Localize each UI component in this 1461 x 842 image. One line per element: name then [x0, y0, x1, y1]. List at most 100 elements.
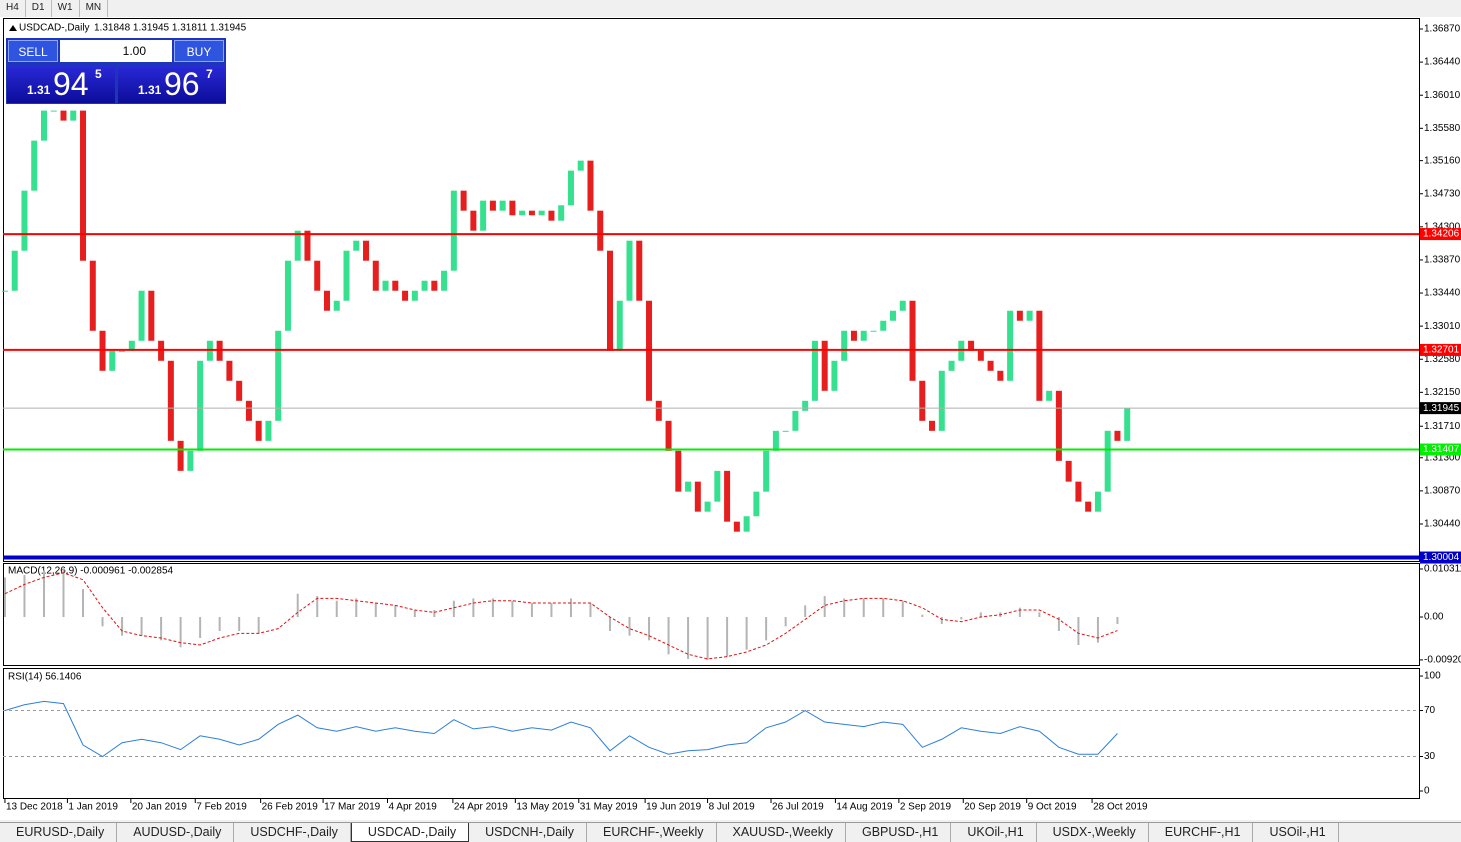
symbol-tab[interactable]: USDCHF-,Daily	[234, 823, 351, 842]
candle	[382, 280, 389, 291]
candle	[236, 380, 243, 401]
candle	[177, 440, 184, 471]
candle	[119, 350, 126, 352]
price-big: 1.31	[138, 83, 162, 97]
candle	[304, 230, 311, 261]
x-tick-label: 4 Apr 2019	[388, 802, 437, 813]
price-label-box	[1420, 343, 1461, 356]
y-tick-label: -0.00920	[1424, 655, 1461, 666]
symbol-tab[interactable]: UKOil-,H1	[951, 823, 1037, 842]
price-label-box	[1420, 443, 1461, 456]
candle	[499, 200, 506, 211]
candle	[128, 340, 135, 351]
y-tick-label: 1.36010	[1424, 90, 1461, 101]
symbol-tab[interactable]: GBPUSD-,H1	[846, 823, 952, 842]
candle	[343, 250, 350, 301]
symbol-tab[interactable]: USDX-,Weekly	[1037, 823, 1149, 842]
buy-button[interactable]: BUY	[174, 40, 224, 62]
candle	[597, 210, 604, 251]
candle	[636, 240, 643, 301]
collapse-icon[interactable]	[9, 25, 17, 31]
candle	[685, 481, 692, 492]
candle	[411, 290, 418, 301]
candle	[938, 370, 945, 431]
timeframe-button[interactable]: W1	[52, 0, 80, 17]
symbol-tabs: EURUSD-,Daily AUDUSD-,Daily USDCHF-,Daily U…	[0, 822, 1461, 842]
x-tick-label: 13 May 2019	[516, 802, 574, 813]
candle	[919, 380, 926, 421]
candle	[1124, 408, 1131, 441]
y-tick-label: 1.34300	[1424, 221, 1461, 232]
candle	[1007, 310, 1014, 381]
candle	[694, 481, 701, 512]
rsi-panel-frame	[3, 668, 1420, 799]
x-tick-label: 31 May 2019	[580, 802, 638, 813]
y-tick-label: 1.32580	[1424, 354, 1461, 365]
candle	[675, 450, 682, 492]
candle	[870, 330, 877, 332]
symbol-tab[interactable]: EURCHF-,Weekly	[587, 823, 717, 842]
sell-price[interactable]: 1.31 94 5	[7, 65, 115, 103]
candle	[606, 250, 613, 351]
symbol-tab[interactable]: XAUUSD-,Weekly	[717, 823, 846, 842]
candle	[138, 290, 145, 341]
symbol-tab[interactable]: USOil-,H1	[1253, 823, 1339, 842]
candle	[763, 450, 770, 492]
lot-input[interactable]: 1.00	[60, 40, 172, 62]
y-tick-label: 1.34730	[1424, 188, 1461, 199]
chart-title: USDCAD-,Daily	[19, 23, 90, 34]
timeframe-toolbar: H4 D1 W1 MN	[0, 0, 109, 17]
y-tick-label: 1.30440	[1424, 519, 1461, 530]
candle	[294, 230, 301, 261]
symbol-tab[interactable]: EURUSD-,Daily	[0, 823, 118, 842]
x-tick-label: 8 Jul 2019	[709, 802, 756, 813]
y-tick-label: 1.36440	[1424, 57, 1461, 68]
price-sup: 7	[206, 67, 213, 81]
y-tick-label: 0	[1424, 786, 1430, 797]
candle	[431, 280, 438, 291]
timeframe-button[interactable]: D1	[26, 0, 52, 17]
candle	[880, 320, 887, 331]
timeframe-button[interactable]: H4	[0, 0, 26, 17]
candle	[1075, 481, 1082, 502]
price-big: 1.31	[27, 83, 51, 97]
timeframe-button[interactable]: MN	[80, 0, 109, 17]
candle	[31, 140, 38, 191]
candle	[470, 210, 477, 231]
candle	[21, 190, 28, 251]
candle	[197, 360, 204, 451]
candle	[997, 370, 1004, 381]
y-tick-label: 30	[1424, 751, 1436, 762]
candle	[265, 420, 272, 441]
price-label: 1.31407	[1423, 444, 1460, 455]
candle	[314, 260, 321, 291]
price-panel-frame	[3, 18, 1420, 562]
symbol-tab[interactable]: USDCAD-,Daily	[350, 823, 470, 842]
candle	[1085, 501, 1092, 512]
candle	[890, 310, 897, 321]
sell-button[interactable]: SELL	[8, 40, 58, 62]
symbol-tab[interactable]: AUDUSD-,Daily	[117, 823, 235, 842]
candle	[724, 470, 731, 522]
candle	[968, 340, 975, 351]
price-label-box	[1420, 551, 1461, 564]
y-tick-label: 1.30870	[1424, 486, 1461, 497]
candle	[1016, 310, 1023, 321]
candle	[841, 330, 848, 361]
candle	[421, 280, 428, 291]
x-tick-label: 2 Sep 2019	[900, 802, 952, 813]
candle	[1065, 460, 1072, 482]
x-tick-label: 19 Jun 2019	[646, 802, 701, 813]
candle	[50, 110, 57, 112]
symbol-tab[interactable]: USDCNH-,Daily	[469, 823, 588, 842]
price-label: 1.31945	[1423, 403, 1460, 414]
candle	[489, 200, 496, 211]
buy-price[interactable]: 1.31 96 7	[118, 65, 226, 103]
candle	[275, 330, 282, 421]
candle	[548, 210, 555, 221]
y-tick-label: 1.35160	[1424, 155, 1461, 166]
symbol-tab[interactable]: EURCHF-,H1	[1149, 823, 1254, 842]
candle	[616, 300, 623, 351]
candle	[753, 491, 760, 517]
plot-layer: 1.36870 1.36440 1.36010 1.35580 1.35160 1.347…	[1, 24, 1461, 813]
